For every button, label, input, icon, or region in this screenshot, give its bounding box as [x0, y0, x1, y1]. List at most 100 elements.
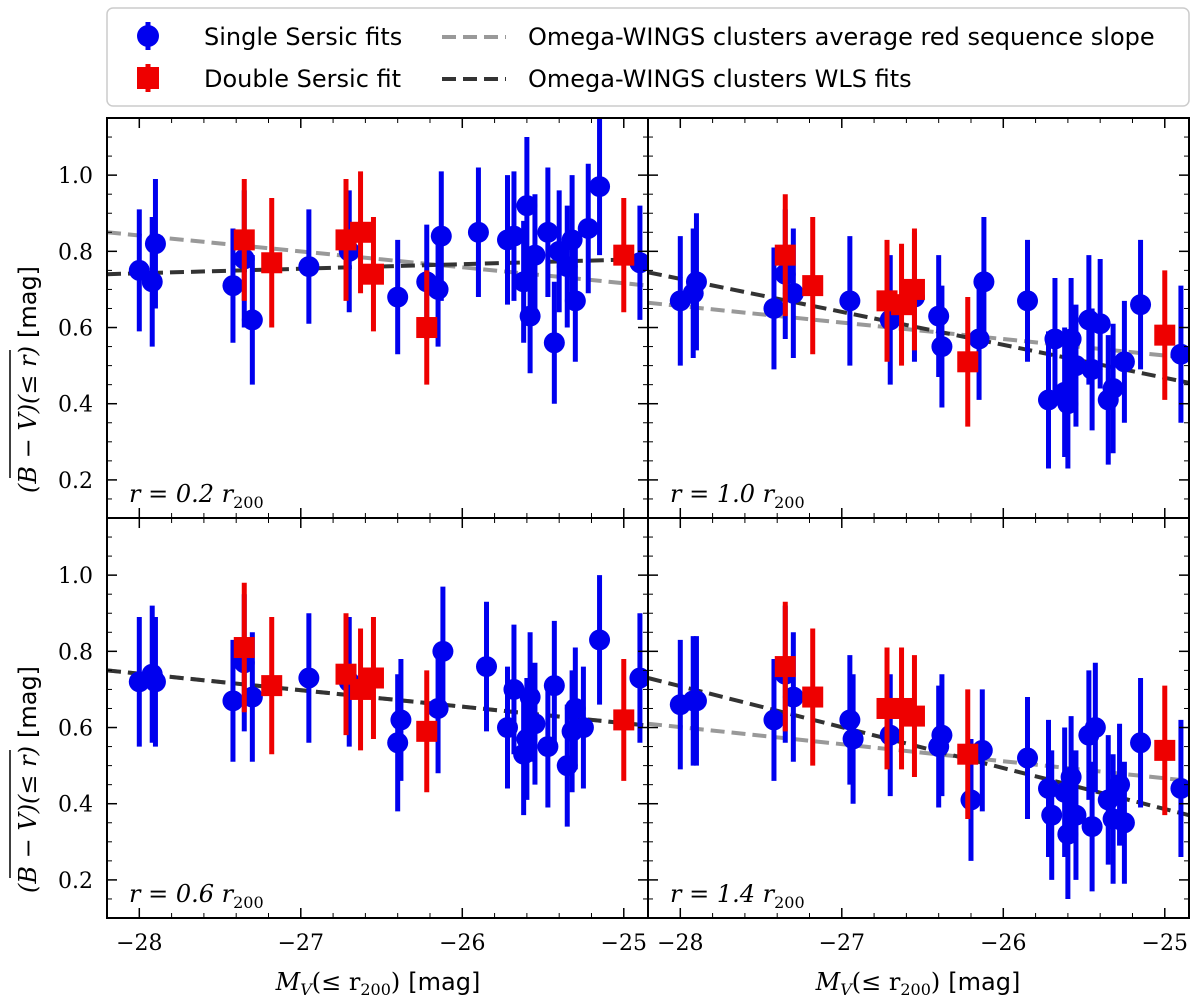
single-point [519, 686, 541, 708]
y-axis-label-top: (B − V)(≤ r) [mag] [9, 266, 42, 493]
panel-label-main: r = 1.0 r [670, 480, 776, 508]
double-point [903, 278, 925, 300]
legend-avgslope-label: Omega-WINGS clusters average red sequenc… [528, 23, 1155, 51]
double-point [362, 263, 384, 285]
single-point [1113, 812, 1135, 834]
panel-1: 0.2 0.4 0.6 0.8 1.0 r = 0.2 r200 [58, 117, 649, 519]
single-point [516, 195, 538, 217]
panel-label-main: r = 1.4 r [670, 880, 776, 908]
single-point [503, 678, 525, 700]
double-point [261, 252, 283, 274]
double-point [1154, 324, 1176, 346]
legend-entry-wls: Omega-WINGS clusters WLS fits [442, 65, 912, 93]
panel-label-sub: 200 [774, 493, 805, 512]
single-point [1081, 358, 1103, 380]
single-point [577, 217, 599, 239]
single-point [524, 244, 546, 266]
panels: 0.20.40.60.81.0r = 0.2 r200 r = 1.0 r200−… [58, 117, 1190, 956]
legend-double-label: Double Sersic fit [204, 65, 401, 93]
single-point [476, 656, 498, 678]
x-axis-label-left: MV(≤ r200) [mag] [275, 968, 481, 999]
double-point [613, 244, 635, 266]
y-tick-label: 0.6 [58, 717, 93, 742]
single-point [1084, 717, 1106, 739]
y-label-unit-bottom: [mag] [14, 666, 42, 738]
single-point [928, 305, 950, 327]
y-tick-label: 0.2 [58, 469, 93, 494]
legend-single-marker [137, 25, 159, 47]
single-point [467, 221, 489, 243]
single-point [564, 697, 586, 719]
single-point [561, 229, 583, 251]
y-tick-label: 0.4 [58, 793, 93, 818]
x-tick-label: −27 [819, 931, 865, 956]
y-axis-label-bottom: (B − V)(≤ r) [mag] [9, 666, 42, 893]
double-point [957, 351, 979, 373]
single-point [387, 286, 409, 308]
single-point [1060, 328, 1082, 350]
panel-label: r = 1.0 r200 [670, 480, 805, 512]
single-point [1044, 328, 1066, 350]
single-point [968, 328, 990, 350]
single-point [222, 690, 244, 712]
single-point [839, 290, 861, 312]
double-point [613, 709, 635, 731]
y-tick-label: 0.2 [58, 869, 93, 894]
single-point [931, 336, 953, 358]
single-point [973, 271, 995, 293]
single-point [931, 724, 953, 746]
y-tick-label: 0.4 [58, 393, 93, 418]
panel-label-main: r = 0.2 r [129, 480, 235, 508]
panel-label-main: r = 0.6 r [129, 880, 235, 908]
x-tick-label: −26 [439, 931, 485, 956]
single-point [782, 686, 804, 708]
single-point [1017, 747, 1039, 769]
y-tick-label: 0.6 [58, 317, 93, 342]
single-point [763, 709, 785, 731]
double-point [261, 675, 283, 697]
single-point [589, 176, 611, 198]
wls-fit-line [107, 668, 648, 728]
panel-2: r = 1.0 r200 [647, 117, 1190, 519]
panel-label: r = 0.2 r200 [129, 480, 264, 512]
double-point [233, 637, 255, 659]
single-point [685, 271, 707, 293]
single-point [144, 233, 166, 255]
panel-label-sub: 200 [233, 493, 264, 512]
single-point [1170, 343, 1189, 365]
single-point [572, 717, 594, 739]
double-point [903, 705, 925, 727]
single-point [1081, 816, 1103, 838]
y-label-unit-top: [mag] [14, 266, 42, 338]
x-tick-label: −25 [1142, 931, 1188, 956]
single-point [430, 225, 452, 247]
wls-fit-line [648, 270, 1189, 385]
single-point [298, 667, 320, 689]
double-point [957, 743, 979, 765]
single-point [519, 305, 541, 327]
y-tick-label: 0.8 [58, 240, 93, 265]
single-point [589, 629, 611, 651]
x-tick-label: −25 [601, 931, 647, 956]
single-point [432, 640, 454, 662]
panel-frame [647, 517, 1190, 919]
single-point [564, 290, 586, 312]
single-point [241, 309, 263, 331]
single-point [1065, 355, 1087, 377]
legend: Single Sersic fits Double Sersic fit Ome… [106, 7, 1190, 107]
x-tick-label: −27 [278, 931, 324, 956]
x-label-math-right: MV(≤ r200) [mag] [815, 968, 1021, 999]
single-point [960, 789, 982, 811]
single-point [222, 275, 244, 297]
single-point [503, 225, 525, 247]
single-point [629, 667, 648, 689]
y-label-math-bottom: (B − V)(≤ r) [14, 746, 42, 893]
x-axis-label-right: MV(≤ r200) [mag] [815, 968, 1021, 999]
double-point [802, 686, 824, 708]
double-point [774, 244, 796, 266]
single-point [298, 256, 320, 278]
single-point [427, 697, 449, 719]
single-point [241, 686, 263, 708]
single-point [1130, 732, 1152, 754]
